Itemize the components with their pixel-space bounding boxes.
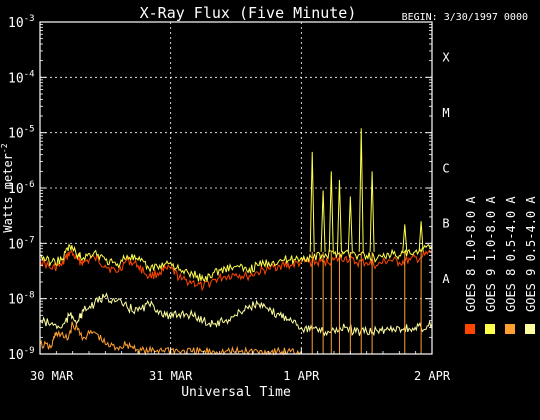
flare-class-label: A — [442, 272, 450, 286]
flare-spike — [336, 179, 342, 252]
legend-item: GOES 9 1.0-8.0 A — [484, 196, 498, 334]
series-line — [39, 292, 433, 337]
flare-spike — [369, 171, 375, 252]
flare-spike — [358, 128, 364, 252]
legend-label: GOES 8 0.5-4.0 A — [504, 196, 518, 312]
flare-spike — [320, 190, 326, 252]
legend-swatch — [505, 324, 515, 334]
legend-label: GOES 8 1.0-8.0 A — [464, 196, 478, 312]
x-tick-label: 31 MAR — [149, 369, 193, 383]
series-line — [39, 243, 433, 283]
flare-spike-layer — [309, 128, 424, 354]
legend-label: GOES 9 1.0-8.0 A — [484, 196, 498, 312]
flare-class-label: X — [442, 51, 450, 65]
y-axis-label: Watts meter-2 — [0, 143, 15, 232]
legend: GOES 8 1.0-8.0 A GOES 8 0.5-4.0 A GOES 9 1… — [464, 196, 538, 334]
y-tick-label: 10-3 — [8, 14, 35, 31]
flare-class-label: C — [442, 161, 449, 175]
flare-spike — [347, 196, 353, 252]
y-tick-label: 10-4 — [8, 69, 35, 86]
legend-item: GOES 8 1.0-8.0 A — [464, 196, 478, 334]
x-tick-label: 30 MAR — [30, 369, 74, 383]
legend-item: GOES 8 0.5-4.0 A — [504, 196, 518, 334]
legend-label: GOES 9 0.5-4.0 A — [524, 196, 538, 312]
flare-class-label: B — [442, 217, 449, 231]
legend-swatch — [525, 324, 535, 334]
flare-spike — [418, 221, 424, 252]
series-layer — [39, 243, 433, 356]
x-tick-label: 2 APR — [414, 369, 451, 383]
y-tick-label: 10-7 — [8, 235, 35, 252]
grid-lines — [40, 22, 432, 354]
legend-swatch — [485, 324, 495, 334]
y-tick-label: 10-8 — [8, 291, 35, 308]
series-line — [39, 321, 302, 356]
flare-class-labels: X M C B A — [442, 51, 450, 286]
y-tick-labels: 10-3 10-4 10-5 10-6 10-7 10-8 10-9 — [8, 14, 432, 363]
flare-spike — [309, 151, 315, 252]
y-tick-label: 10-9 — [8, 346, 35, 363]
x-tick-labels: 30 MAR 31 MAR 1 APR 2 APR — [30, 348, 451, 383]
legend-swatch — [465, 324, 475, 334]
chart-title: X-Ray Flux (Five Minute) — [140, 4, 357, 22]
x-tick-label: 1 APR — [283, 369, 320, 383]
begin-label: BEGIN: 3/30/1997 0000 — [402, 12, 528, 23]
flare-spike — [402, 224, 408, 252]
y-tick-label: 10-5 — [8, 125, 35, 142]
series-line — [39, 249, 433, 292]
flare-class-label: M — [442, 106, 449, 120]
legend-item: GOES 9 0.5-4.0 A — [524, 196, 538, 334]
x-axis-label: Universal Time — [181, 385, 291, 400]
y-tick-label: 10-6 — [8, 180, 35, 197]
flare-spike — [328, 171, 334, 252]
